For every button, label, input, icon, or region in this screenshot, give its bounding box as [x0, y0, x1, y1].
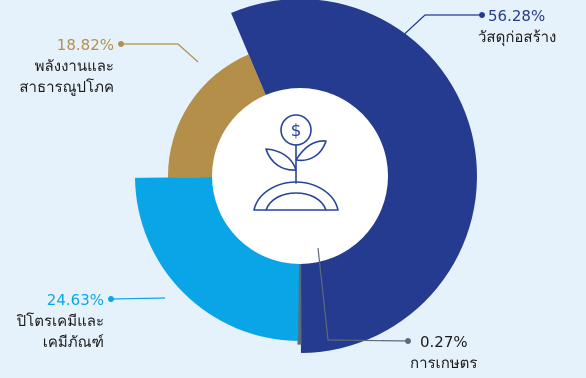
callout-construction: 56.28% วัสดุก่อสร้าง: [397, 7, 556, 47]
callout-dot: [108, 296, 114, 302]
slice-category-label: เคมีภัณฑ์: [43, 333, 104, 351]
slice-category-label: สาธารณูปโภค: [19, 78, 114, 96]
slice-percent-label: 0.27%: [420, 333, 468, 351]
callout-line: [110, 297, 166, 300]
slice-category-label: ปิโตรเคมีและ: [16, 312, 104, 330]
callout-line: [121, 43, 199, 63]
money-plant-icon: $: [253, 114, 339, 211]
slice-percent-label: 18.82%: [57, 36, 114, 54]
slice-percent-label: 24.63%: [47, 291, 104, 309]
callout-dot: [479, 12, 485, 18]
slice-percent-label: 56.28%: [488, 7, 545, 25]
callout-agriculture: 0.27% การเกษตร: [317, 247, 477, 372]
callout-dot: [118, 41, 124, 47]
svg-text:$: $: [291, 121, 302, 141]
slice-category-label: วัสดุก่อสร้าง: [478, 28, 556, 47]
slice-category-label: การเกษตร: [410, 354, 477, 372]
slice-category-label: พลังงานและ: [35, 57, 114, 75]
callout-dot: [405, 338, 411, 344]
donut-hole: [212, 88, 388, 264]
callout-line: [317, 247, 409, 342]
callouts: 56.28% วัสดุก่อสร้าง 0.27% การเกษตร 24.63% ปิ…: [16, 7, 557, 372]
callout-line: [397, 14, 482, 41]
